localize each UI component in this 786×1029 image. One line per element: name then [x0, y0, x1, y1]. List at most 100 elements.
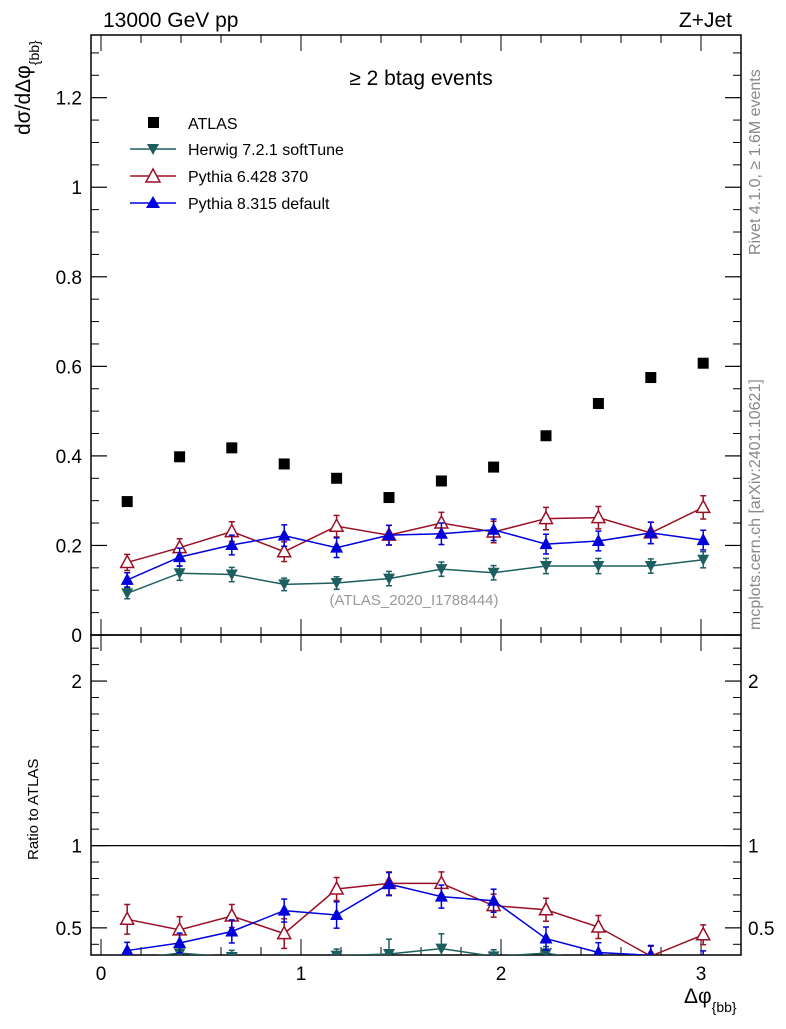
ratio-point-pythia-6-428-370 — [119, 910, 135, 926]
main-point-herwig-7-2-1-softtune — [592, 561, 605, 573]
ratio-y-axis-title: Ratio to ATLAS — [25, 759, 42, 860]
ratio-point-herwig-7-2-1-softtune — [435, 943, 448, 955]
ratio-panel-frame — [90, 634, 742, 956]
legend: ATLAS Herwig 7.2.1 softTune Pythia 6.428… — [130, 116, 344, 213]
main-point-herwig-7-2-1-softtune — [435, 564, 448, 576]
main-point-pythia-6-428-370 — [538, 510, 554, 525]
main-point-atlas — [540, 430, 552, 442]
main-point-herwig-7-2-1-softtune — [330, 578, 343, 590]
main-point-herwig-7-2-1-softtune — [487, 567, 500, 579]
main-line-pythia-8-315-default — [126, 529, 704, 581]
ratio-point-herwig-7-2-1-softtune — [592, 956, 604, 967]
main-point-herwig-7-2-1-softtune — [278, 579, 291, 591]
ratio-y-tick-label: 0.5 — [56, 919, 82, 940]
main-point-herwig-7-2-1-softtune — [121, 588, 134, 600]
ratio-line-pythia-6-428-370 — [127, 882, 704, 955]
main-y-tick-label: 0.6 — [56, 357, 82, 378]
main-y-tick-label: 1.2 — [56, 89, 82, 110]
main-line-pythia-6-428-370 — [126, 506, 704, 564]
main-point-pythia-8-315-default — [330, 540, 344, 553]
main-series-pythia-8-315-default — [120, 518, 710, 588]
main-point-atlas — [488, 461, 500, 473]
main-point-pythia-6-428-370 — [590, 509, 607, 524]
main-series-pythia-6-428-370 — [119, 494, 711, 572]
main-point-atlas — [174, 451, 186, 463]
main-point-herwig-7-2-1-softtune — [697, 554, 710, 566]
legend-item-herwig: Herwig 7.2.1 softTune — [130, 142, 344, 159]
legend-label-herwig: Herwig 7.2.1 softTune — [188, 142, 344, 159]
legend-label-pythia8: Pythia 8.315 default — [188, 196, 330, 213]
ratio-point-pythia-6-428-370 — [538, 901, 554, 916]
ratio-point-pythia-8-315-default — [702, 953, 704, 955]
ratio-y-tick-label-right: 0.5 — [748, 919, 774, 940]
ratio-point-pythia-8-315-default — [121, 943, 134, 955]
main-point-atlas — [592, 398, 604, 410]
ratio-point-pythia-8-315-default — [173, 935, 187, 948]
ratio-point-pythia-6-428-370 — [328, 880, 345, 895]
ratio-point-herwig-7-2-1-softtune — [487, 951, 500, 955]
main-point-atlas — [383, 492, 395, 504]
main-y-tick-label: 1 — [71, 178, 82, 199]
legend-item-pythia6: Pythia 6.428 370 — [130, 167, 308, 186]
ratio-point-pythia-8-315-default — [277, 903, 291, 916]
ratio-y-tick-label: 1 — [71, 837, 82, 858]
analysis-watermark: (ATLAS_2020_I1788444) — [329, 592, 498, 609]
ratio-y-tick-label: 2 — [71, 672, 82, 693]
main-point-pythia-8-315-default — [591, 533, 605, 546]
ratio-point-pythia-8-315-default — [434, 889, 448, 902]
x-axis-title-sub: {bb} — [712, 999, 737, 1015]
legend-marker-pythia8 — [146, 196, 160, 208]
x-axis-title: Δφ{bb} — [684, 985, 737, 1015]
main-y-axis-title-sub: {bb} — [26, 40, 42, 65]
ratio-point-herwig-7-2-1-softtune — [121, 954, 134, 955]
ratio-point-herwig-7-2-1-softtune — [383, 949, 395, 955]
main-series-atlas — [121, 357, 709, 508]
main-y-tick-label: 0.2 — [56, 536, 82, 557]
main-point-atlas — [697, 357, 709, 369]
ratio-point-pythia-6-428-370 — [695, 926, 711, 941]
main-series-layer — [119, 357, 711, 600]
ratio-y-tick-label-right: 1 — [748, 837, 759, 858]
main-point-pythia-6-428-370 — [119, 553, 135, 569]
ratio-point-pythia-8-315-default — [382, 877, 396, 890]
legend-label-atlas: ATLAS — [188, 116, 238, 133]
legend-item-pythia8: Pythia 8.315 default — [130, 196, 330, 213]
main-point-pythia-8-315-default — [696, 533, 710, 546]
legend-label-pythia6: Pythia 6.428 370 — [188, 169, 308, 186]
main-point-atlas — [645, 372, 657, 384]
main-point-pythia-8-315-default — [120, 572, 134, 585]
ratio-point-herwig-7-2-1-softtune — [278, 956, 290, 967]
main-point-pythia-8-315-default — [487, 522, 501, 535]
energy-label: 13000 GeV pp — [103, 9, 238, 32]
main-point-atlas — [331, 472, 343, 484]
main-point-pythia-8-315-default — [434, 526, 448, 539]
main-y-axis-title-main: dσ/dΔφ — [12, 65, 35, 135]
ratio-point-herwig-7-2-1-softtune — [225, 951, 238, 955]
ratio-point-pythia-6-428-370 — [276, 925, 292, 940]
main-point-pythia-6-428-370 — [328, 517, 345, 532]
main-panel-title: ≥ 2 btag events — [349, 67, 492, 90]
main-point-herwig-7-2-1-softtune — [644, 561, 657, 573]
x-tick-label: 1 — [296, 964, 307, 985]
legend-marker-herwig — [147, 144, 159, 155]
legend-marker-atlas — [148, 117, 159, 128]
x-tick-label: 3 — [696, 964, 707, 985]
main-point-pythia-8-315-default — [539, 537, 553, 550]
main-line-herwig-7-2-1-softtune — [126, 559, 704, 595]
legend-marker-pythia6 — [144, 167, 162, 183]
ratio-point-herwig-7-2-1-softtune — [645, 961, 657, 972]
mcplots-label: mcplots.cern.ch [arXiv:2401.10621] — [747, 379, 764, 630]
ratio-y-tick-label-right: 2 — [748, 672, 759, 693]
main-y-tick-label: 0.4 — [56, 447, 83, 468]
main-point-pythia-8-315-default — [644, 525, 658, 538]
ratio-point-pythia-8-315-default — [225, 924, 239, 937]
main-point-pythia-8-315-default — [277, 528, 291, 541]
main-point-herwig-7-2-1-softtune — [225, 569, 238, 581]
main-point-atlas — [435, 475, 447, 487]
main-y-axis-title: dσ/dΔφ{bb} — [12, 40, 42, 135]
main-point-pythia-8-315-default — [382, 528, 396, 541]
ratio-point-herwig-7-2-1-softtune — [330, 950, 343, 955]
process-label: Z+Jet — [679, 9, 732, 32]
main-point-atlas — [226, 442, 238, 454]
